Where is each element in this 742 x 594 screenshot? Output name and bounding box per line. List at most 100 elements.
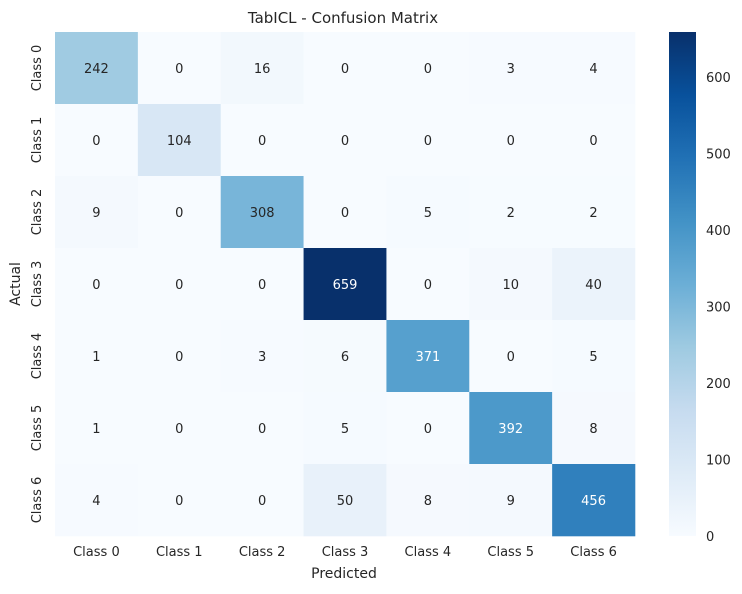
- heatmap-cell: [386, 32, 470, 105]
- heatmap-cell: [469, 464, 553, 537]
- y-tick-label: Class 3: [30, 261, 45, 308]
- cell-value-label: 0: [258, 278, 266, 293]
- y-tick-label: Class 1: [30, 117, 45, 164]
- heatmap-cell: [469, 32, 553, 105]
- heatmap-cell: [386, 320, 470, 393]
- colorbar-ticks: 0 100 200 300 400 500 600: [706, 71, 731, 545]
- colorbar-tick-label: 200: [706, 377, 731, 392]
- heatmap-cell: [137, 464, 222, 537]
- cell-value-label: 0: [175, 278, 183, 293]
- x-tick-label: Class 2: [239, 545, 286, 560]
- x-axis-ticks: Class 0 Class 1 Class 2 Class 3 Class 4 Class…: [73, 545, 617, 560]
- heatmap-cell: [303, 176, 387, 249]
- colorbar-tick-label: 400: [706, 224, 731, 239]
- cell-value-label: 392: [498, 422, 523, 437]
- cell-value-label: 104: [167, 134, 192, 149]
- heatmap-cell: [386, 464, 470, 537]
- x-tick-label: Class 3: [322, 545, 369, 560]
- x-tick-label: Class 1: [156, 545, 203, 560]
- y-tick-label: Class 0: [30, 45, 45, 92]
- cell-value-label: 0: [175, 422, 183, 437]
- heatmap-cell: [137, 104, 222, 177]
- heatmap-cells: 242 0 16 0 0 3 40 104 0 0 0 0 09 0 308 0 5 2 20 0 0 659 0 10 401…: [55, 32, 636, 537]
- heatmap-cell: [220, 464, 304, 537]
- cell-value-label: 0: [341, 62, 349, 77]
- x-tick-label: Class 4: [405, 545, 452, 560]
- x-tick-label: Class 6: [570, 545, 617, 560]
- heatmap-cell: [303, 392, 387, 465]
- x-tick-label: Class 0: [73, 545, 120, 560]
- cell-value-label: 456: [581, 494, 606, 509]
- heatmap-cell: [55, 104, 139, 177]
- heatmap-cell: [386, 176, 470, 249]
- cell-value-label: 0: [92, 278, 100, 293]
- heatmap-cell: [220, 176, 304, 249]
- cell-value-label: 371: [415, 350, 440, 365]
- cell-value-label: 16: [254, 62, 271, 77]
- cell-value-label: 308: [250, 206, 275, 221]
- heatmap-cell: [552, 176, 636, 249]
- cell-value-label: 3: [258, 350, 266, 365]
- cell-value-label: 1: [92, 350, 100, 365]
- y-axis-label: Actual: [8, 262, 24, 306]
- heatmap-cell: [137, 320, 222, 393]
- cell-value-label: 0: [175, 350, 183, 365]
- cell-value-label: 4: [92, 494, 100, 509]
- heatmap-cell: [386, 248, 470, 321]
- chart-title: TabICL - Confusion Matrix: [247, 9, 438, 27]
- cell-value-label: 10: [502, 278, 519, 293]
- heatmap-cell: [137, 32, 222, 105]
- colorbar-tick-label: 0: [706, 530, 714, 545]
- colorbar-tick-label: 600: [706, 71, 731, 86]
- y-tick-label: Class 5: [30, 405, 45, 452]
- y-tick-label: Class 2: [30, 189, 45, 236]
- cell-value-label: 2: [507, 206, 515, 221]
- y-tick-label: Class 6: [30, 477, 45, 524]
- cell-value-label: 5: [589, 350, 597, 365]
- cell-value-label: 4: [589, 62, 597, 77]
- heatmap-cell: [220, 320, 304, 393]
- cell-value-label: 9: [507, 494, 515, 509]
- cell-value-label: 50: [337, 494, 354, 509]
- cell-value-label: 40: [585, 278, 602, 293]
- heatmap-cell: [137, 176, 222, 249]
- heatmap-cell: [303, 248, 387, 321]
- cell-value-label: 9: [92, 206, 100, 221]
- heatmap-cell: [55, 320, 139, 393]
- cell-value-label: 8: [424, 494, 432, 509]
- cell-value-label: 0: [424, 278, 432, 293]
- colorbar-tick-label: 300: [706, 301, 731, 316]
- heatmap-cell: [55, 392, 139, 465]
- y-tick-label: Class 4: [30, 333, 45, 380]
- cell-value-label: 0: [258, 494, 266, 509]
- heatmap-cell: [469, 392, 553, 465]
- heatmap-cell: [469, 104, 553, 177]
- cell-value-label: 0: [341, 134, 349, 149]
- heatmap-cell: [552, 320, 636, 393]
- colorbar-tick-label: 500: [706, 148, 731, 163]
- heatmap-cell: [552, 104, 636, 177]
- cell-value-label: 2: [589, 206, 597, 221]
- cell-value-label: 0: [175, 206, 183, 221]
- heatmap-cell: [552, 248, 636, 321]
- cell-value-label: 1: [92, 422, 100, 437]
- heatmap-cell: [469, 176, 553, 249]
- heatmap-cell: [55, 464, 139, 537]
- colorbar: [669, 32, 696, 536]
- cell-value-label: 659: [333, 278, 358, 293]
- cell-value-label: 0: [424, 134, 432, 149]
- heatmap-cell: [303, 464, 387, 537]
- cell-value-label: 0: [424, 422, 432, 437]
- heatmap-cell: [55, 32, 139, 105]
- heatmap-cell: [552, 32, 636, 105]
- heatmap-cell: [552, 392, 636, 465]
- heatmap-cell: [220, 32, 304, 105]
- cell-value-label: 0: [341, 206, 349, 221]
- heatmap-cell: [469, 248, 553, 321]
- cell-value-label: 0: [92, 134, 100, 149]
- heatmap-cell: [303, 320, 387, 393]
- heatmap-cell: [469, 320, 553, 393]
- heatmap-cell: [55, 248, 139, 321]
